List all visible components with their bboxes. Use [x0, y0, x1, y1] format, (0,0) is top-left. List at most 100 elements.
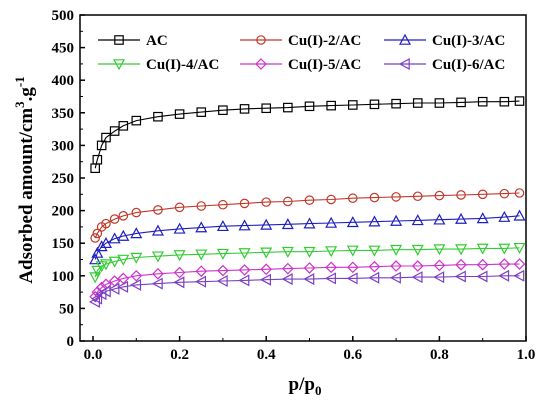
series-layer [88, 96, 526, 308]
series-6 [88, 269, 525, 308]
data-point [281, 246, 294, 258]
data-point [499, 96, 510, 107]
data-point [324, 272, 336, 285]
data-point [92, 228, 103, 239]
legend-marker [112, 59, 126, 71]
data-point [91, 246, 104, 258]
data-point [117, 229, 130, 241]
data-point [369, 192, 380, 203]
y-tick-label: 100 [52, 269, 75, 285]
data-point [281, 273, 293, 286]
data-point [173, 276, 185, 289]
data-point [455, 212, 468, 224]
y-tick-label: 200 [52, 204, 75, 220]
data-point [196, 107, 207, 117]
y-axis-title: Adsorbed amount/cm3.g-1 [12, 76, 37, 283]
data-point [108, 232, 121, 244]
data-point [130, 269, 143, 282]
data-point [118, 211, 129, 221]
data-point [216, 219, 229, 232]
series-line [94, 215, 520, 260]
data-point [513, 209, 526, 221]
axis-ticks: 0 50 100 150 200 250 300 350 400 450 500 0.0 0.2 0.4 0… [52, 8, 536, 363]
data-point [476, 243, 489, 255]
data-point [411, 244, 424, 256]
legend-label: Cu(I)-2/AC [288, 33, 361, 49]
data-point [282, 262, 294, 275]
y-tick-label: 500 [52, 8, 75, 24]
legend-item: AC [98, 33, 168, 49]
data-point [152, 267, 164, 280]
data-point [89, 272, 102, 284]
y-axis-title-superscript: 3 [12, 101, 27, 108]
y-tick-label: 350 [52, 106, 75, 122]
data-point [348, 100, 358, 110]
data-point [347, 193, 358, 204]
data-point [477, 96, 488, 107]
data-point [326, 194, 336, 205]
data-point [434, 98, 445, 108]
data-point [346, 272, 358, 285]
y-tick-label: 450 [52, 41, 75, 57]
x-tick-label: 0.4 [257, 347, 276, 363]
data-point [433, 271, 445, 284]
legend: AC Cu(I)-2/AC Cu(I)-3/AC Cu(I)-4/AC Cu(I)-5/… [98, 33, 505, 73]
y-axis-title-tail: .g [16, 87, 37, 102]
data-point [101, 218, 111, 229]
data-point [195, 249, 208, 261]
data-point [131, 207, 142, 218]
data-point [195, 221, 208, 233]
x-tick-label: 0.8 [430, 347, 449, 363]
data-point [391, 192, 401, 202]
data-point [196, 201, 207, 211]
data-point [498, 269, 510, 282]
data-point [151, 277, 163, 290]
data-point [283, 102, 293, 113]
data-point [260, 247, 273, 259]
data-point [99, 259, 112, 271]
x-axis-title: p/p0 [289, 374, 322, 398]
data-point [194, 275, 207, 288]
legend-marker [398, 33, 412, 45]
data-point [304, 101, 315, 112]
data-point [433, 213, 446, 225]
data-point [130, 227, 143, 239]
legend-item: Cu(I)-2/AC [240, 33, 361, 49]
data-point [368, 245, 381, 257]
data-point [130, 252, 143, 264]
legend-label: AC [146, 33, 168, 49]
data-point [390, 244, 403, 256]
data-point [281, 218, 294, 230]
data-point [513, 269, 525, 282]
data-point [346, 245, 359, 257]
data-point [325, 216, 338, 228]
data-point [303, 262, 316, 274]
data-point [283, 196, 293, 207]
data-point [455, 244, 468, 256]
legend-marker [398, 57, 410, 71]
legend-label: Cu(I)-3/AC [432, 33, 505, 49]
legend-item: Cu(I)-5/AC [240, 57, 361, 73]
data-point [216, 248, 229, 260]
series-5 [89, 258, 526, 303]
data-point [303, 273, 315, 286]
data-point [173, 266, 186, 279]
data-point [454, 270, 466, 283]
legend-item: Cu(I)-3/AC [384, 33, 505, 49]
data-point [514, 96, 525, 106]
x-axis-title-main: p/p [289, 374, 315, 395]
legend-item: Cu(I)-4/AC [98, 57, 219, 73]
series-line [94, 263, 520, 297]
data-point [455, 258, 467, 271]
data-point [218, 105, 228, 115]
data-point [130, 278, 142, 291]
data-point [131, 115, 142, 126]
data-point [391, 98, 401, 109]
data-point [476, 212, 489, 224]
data-point [216, 275, 228, 288]
data-point [411, 271, 423, 284]
data-point [434, 190, 445, 201]
series-3 [89, 209, 526, 265]
data-point [411, 260, 424, 272]
data-point [325, 261, 337, 274]
